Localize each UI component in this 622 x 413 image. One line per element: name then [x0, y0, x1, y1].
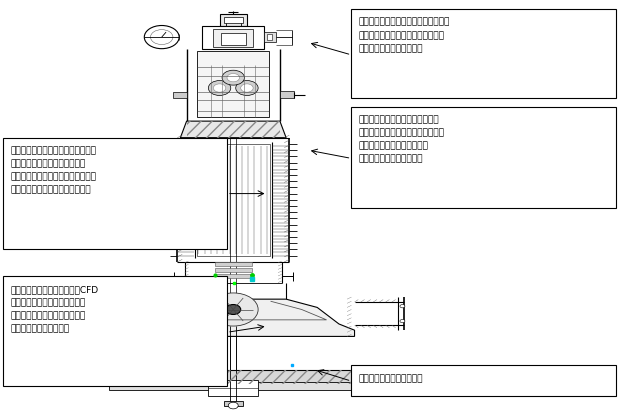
Circle shape — [151, 31, 173, 45]
Circle shape — [400, 305, 405, 308]
FancyBboxPatch shape — [351, 10, 616, 99]
Circle shape — [226, 305, 241, 315]
Text: 电机转系的结构设计确保电机在少量
进水的环境下依然能正常使用。
电机的优化设计增加了水罐能走水力
输送稀泥沙和杂质的不堵不卡能动: 电机转系的结构设计确保电机在少量 进水的环境下依然能正常使用。 电机的优化设计增… — [11, 146, 96, 194]
Bar — [361, 375, 368, 383]
Bar — [187, 122, 280, 138]
Text: 密封设计为了满足潜水的要求，各水泵
密封上采用了多项改进措施，独有的
密封技术，更加安全可靠。: 密封设计为了满足潜水的要求，各水泵 密封上采用了多项改进措施，独有的 密封技术，… — [359, 18, 450, 53]
Bar — [197, 145, 270, 256]
Circle shape — [236, 81, 258, 96]
Bar — [96, 375, 104, 383]
Text: 本方粉碎设计还采用了先进的CFD
液行流解技术，具有高排位、全
排屑、高效、无堵塞、明者都率
低击，处于国际先进水平: 本方粉碎设计还采用了先进的CFD 液行流解技术，具有高排位、全 排屑、高效、无堵… — [11, 284, 99, 332]
FancyBboxPatch shape — [3, 138, 227, 250]
Bar — [208, 380, 258, 396]
Bar — [267, 35, 272, 41]
Bar — [215, 275, 252, 279]
Polygon shape — [112, 299, 355, 337]
Bar — [215, 262, 252, 266]
Bar — [197, 52, 269, 118]
Bar — [173, 93, 187, 99]
Circle shape — [228, 402, 238, 409]
Bar — [264, 33, 276, 43]
Bar — [202, 27, 264, 50]
Bar — [280, 92, 294, 99]
FancyBboxPatch shape — [3, 277, 227, 386]
Circle shape — [222, 71, 244, 86]
Bar — [220, 15, 247, 27]
Bar — [103, 370, 364, 384]
Bar — [103, 370, 364, 384]
Bar — [221, 34, 246, 45]
Bar — [224, 401, 243, 406]
Bar — [224, 18, 243, 24]
Circle shape — [241, 85, 253, 93]
FancyBboxPatch shape — [351, 366, 616, 396]
Polygon shape — [180, 122, 286, 138]
Circle shape — [227, 74, 239, 83]
Text: 保护措施除常规电机保护升，还在
接线盒腔、电机体油室内分别设置了
液漏检测器，电化定子绕组内
设置了定子超温保护装置。: 保护措施除常规电机保护升，还在 接线盒腔、电机体油室内分别设置了 液漏检测器，电… — [359, 115, 445, 163]
Bar — [213, 30, 253, 48]
Circle shape — [208, 81, 231, 96]
Circle shape — [144, 26, 179, 50]
Text: 加强了切割进水刀头的叶化: 加强了切割进水刀头的叶化 — [359, 373, 424, 382]
Circle shape — [213, 85, 226, 93]
Circle shape — [400, 320, 405, 323]
FancyBboxPatch shape — [351, 107, 616, 209]
Bar — [109, 382, 358, 390]
Circle shape — [208, 293, 258, 326]
Bar — [215, 268, 252, 273]
